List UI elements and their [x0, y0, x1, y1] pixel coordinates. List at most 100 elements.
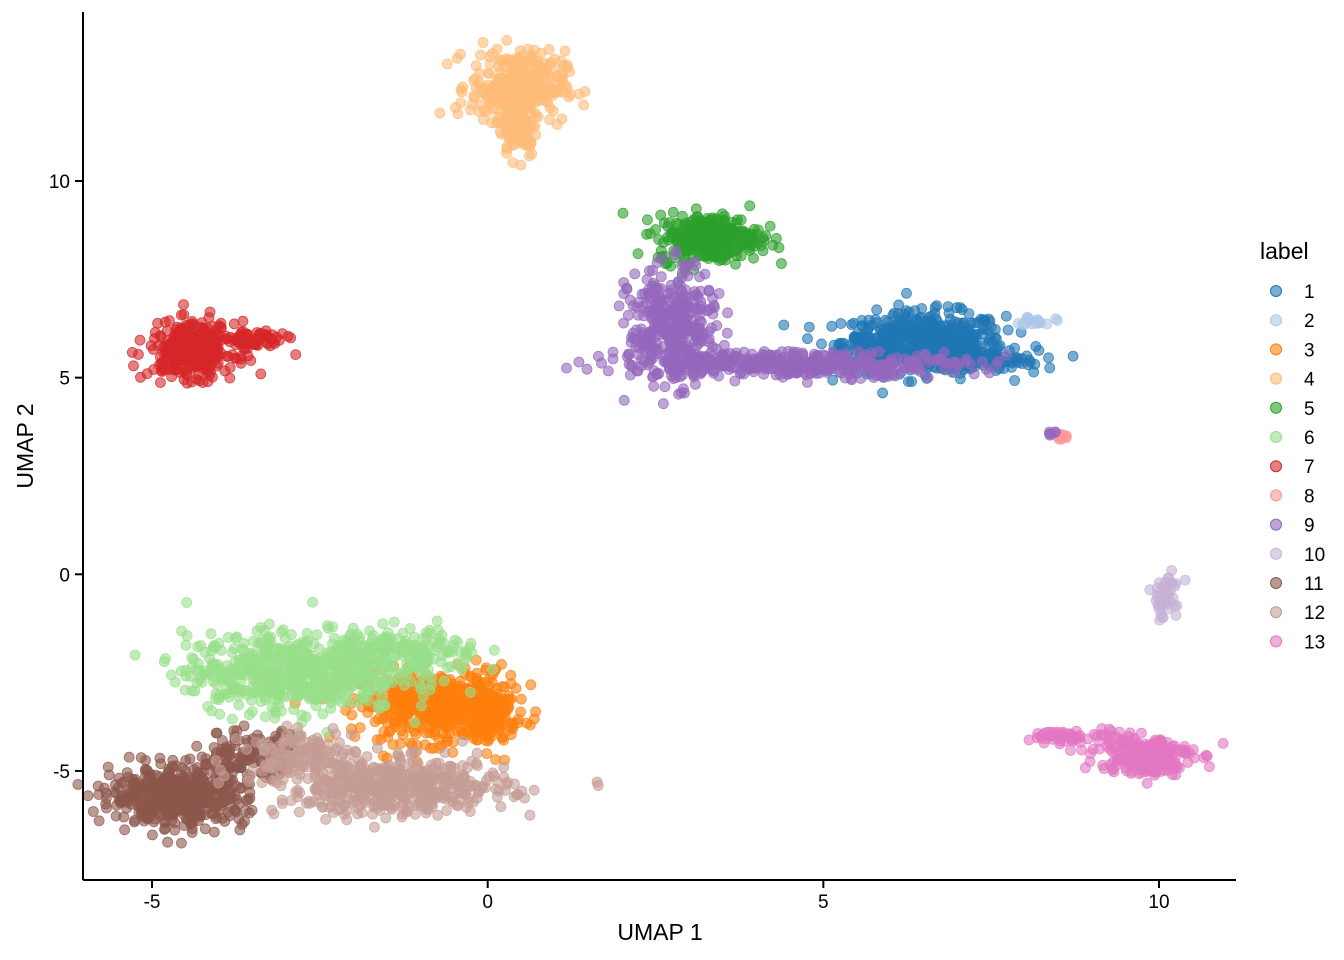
data-point: [196, 794, 208, 806]
data-point: [381, 644, 393, 655]
data-point: [483, 68, 495, 79]
data-point: [904, 325, 916, 337]
data-point: [1043, 352, 1054, 364]
data-point: [400, 640, 412, 651]
data-point: [699, 268, 711, 280]
data-point: [246, 804, 258, 816]
data-point: [214, 708, 226, 720]
data-point: [261, 676, 273, 688]
data-point: [454, 48, 466, 60]
data-point: [377, 618, 389, 630]
data-point: [339, 668, 351, 680]
data-point: [370, 640, 382, 652]
data-point: [204, 306, 216, 318]
data-point: [826, 320, 838, 332]
data-point: [525, 71, 537, 82]
data-point: [234, 824, 246, 836]
data-point: [354, 722, 366, 733]
data-point: [424, 684, 436, 696]
data-point: [441, 58, 453, 70]
data-point: [169, 676, 181, 688]
data-point: [679, 262, 691, 274]
data-point: [857, 332, 869, 344]
data-point: [457, 735, 468, 747]
data-point: [220, 333, 232, 345]
data-point: [147, 343, 159, 355]
data-point: [272, 694, 284, 706]
data-point: [181, 630, 193, 642]
data-point: [178, 299, 189, 311]
data-point: [617, 207, 629, 219]
data-point: [573, 356, 585, 368]
data-point: [881, 332, 892, 343]
data-point: [135, 752, 147, 763]
data-point: [135, 371, 146, 383]
data-point: [210, 727, 222, 739]
data-point: [467, 726, 479, 737]
data-point: [681, 312, 692, 324]
data-point: [802, 376, 813, 388]
data-point: [246, 694, 258, 706]
data-point: [656, 253, 667, 264]
data-point: [351, 675, 363, 687]
data-point: [955, 373, 966, 385]
data-point: [208, 332, 220, 344]
data-point: [448, 639, 460, 651]
data-point: [792, 363, 803, 375]
data-point: [296, 658, 308, 669]
data-point: [436, 629, 448, 641]
data-point: [721, 327, 733, 339]
data-point: [961, 353, 973, 365]
data-point: [123, 751, 135, 763]
data-point: [158, 341, 170, 353]
data-point: [287, 653, 299, 665]
data-point: [491, 43, 503, 55]
data-point: [814, 360, 826, 372]
data-point: [1166, 565, 1177, 576]
data-point: [373, 703, 385, 715]
data-point: [670, 245, 682, 257]
data-point: [716, 254, 728, 266]
data-point: [663, 234, 674, 246]
data-point: [901, 287, 912, 299]
data-point: [250, 676, 262, 688]
data-point: [432, 809, 444, 821]
data-point: [371, 742, 383, 754]
data-point: [514, 119, 526, 131]
data-point: [703, 284, 715, 296]
series-4: [434, 34, 591, 171]
data-point: [1150, 595, 1162, 606]
data-point: [264, 687, 276, 699]
data-point: [170, 779, 181, 791]
data-point: [1044, 428, 1055, 440]
data-point: [475, 49, 486, 61]
data-point: [1169, 580, 1181, 592]
data-point: [498, 761, 510, 773]
data-point: [266, 804, 278, 816]
data-point: [507, 723, 519, 734]
data-point: [835, 318, 847, 329]
data-point: [184, 360, 196, 372]
data-point: [137, 797, 149, 809]
data-point: [1067, 350, 1079, 362]
data-point: [362, 707, 374, 718]
data-point: [802, 333, 813, 345]
data-point: [255, 368, 267, 380]
data-point: [307, 654, 319, 665]
data-point: [471, 667, 483, 679]
data-point: [129, 649, 141, 661]
data-point: [877, 387, 888, 399]
data-point: [501, 126, 513, 137]
data-point: [648, 380, 660, 392]
data-point: [221, 748, 233, 760]
data-point: [1160, 586, 1172, 598]
data-point: [420, 627, 432, 638]
data-point: [277, 644, 289, 655]
data-point: [484, 58, 496, 70]
data-point: [536, 91, 547, 103]
data-point: [713, 352, 725, 364]
data-point: [767, 239, 779, 251]
data-point: [228, 318, 240, 330]
data-point: [242, 775, 254, 787]
data-point: [109, 786, 121, 798]
